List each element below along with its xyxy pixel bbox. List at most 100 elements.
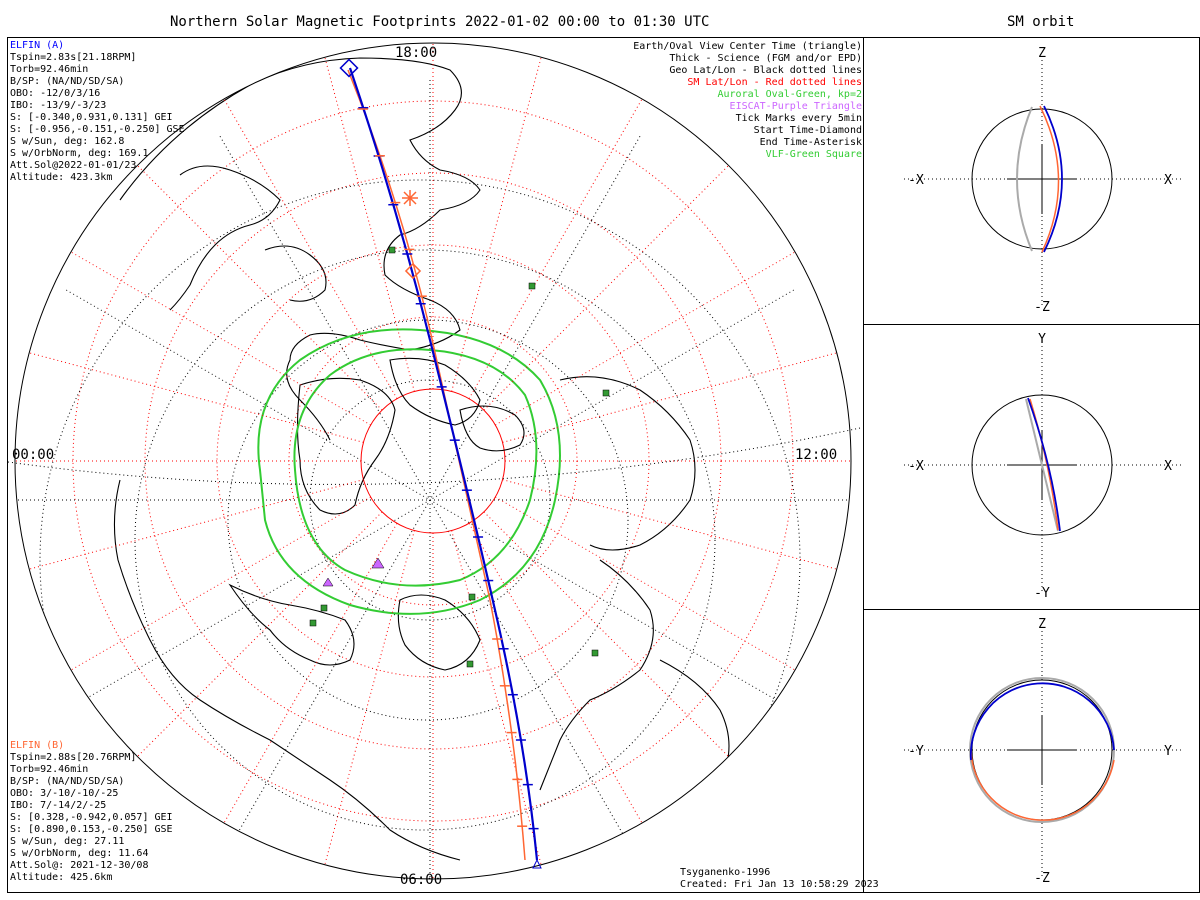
elfin-b-info-line: IBO: 7/-14/2/-25 [10,800,107,811]
eiscat-triangle [371,557,385,569]
orbit-axis-label-top: Z [1038,46,1046,61]
elfin-b-name: ELFIN (B) [10,740,65,751]
elfin-a-name: ELFIN (A) [10,40,65,51]
coastline-asia [119,57,481,441]
eiscat-triangle [322,577,334,587]
orbit-axis-label-bottom: -Y [1034,586,1050,601]
sm-meridian-line [483,165,729,411]
sm-lat-circle [144,172,722,750]
sm-meridian-line [223,98,398,399]
elfin-b-info: ELFIN (B) Tspin=2.88s[20.76RPM] Torb=92.4… [10,740,173,884]
orbit-axis-label-top: Y [1038,332,1046,347]
auroral-oval-outer [257,328,561,615]
geo-meridian [8,427,861,485]
legend-item: End Time-Asterisk [759,137,862,148]
coastline-peninsula [264,245,327,302]
sm-meridians [15,43,851,879]
sm-meridian-line [451,57,542,392]
geo-lat-circle [134,249,716,831]
legend-item: EISCAT-Purple Triangle [729,101,862,112]
model-label: Tsyganenko-1996 [680,867,771,878]
elfin-a-track [348,67,539,861]
elfin-b-info-line: S: [0.890,0.153,-0.250] GSE [10,824,173,835]
vlf-square [320,604,328,612]
sm-meridian-line [324,530,415,865]
elfin-a-lines: Tspin=2.83s[21.18RPM] Torb=92.46min B/SP: … [10,52,185,184]
orbit-elfin-b [1039,105,1060,253]
footprint-map-frame [7,37,864,893]
coastline-siberia [169,165,281,311]
elfin-b-end-asterisk [402,190,418,206]
globe-limb [14,42,852,880]
elfin-a-info-line: Torb=92.46min [10,64,89,75]
vlf-square [528,282,536,290]
orbit-panel-xz: Z -Z -X X [904,46,1184,315]
geo-lat-circle [39,179,801,879]
created-label: Created: Fri Jan 13 10:58:29 2023 [680,879,879,890]
coastline-africa-north [659,659,730,801]
elfin-a-info-line: S w/Sun, deg: 162.8 [10,136,125,147]
sm-meridian-line [70,251,371,426]
elfin-b-info-line: S w/OrbNorm, deg: 11.64 [10,848,149,859]
footprint-map: 18:00 00:00 12:00 06:00 [8,42,861,888]
vlf-square [309,619,317,627]
legend-item: SM Lat/Lon - Red dotted lines [687,77,862,88]
sm-meridian-line [495,251,796,426]
elfin-b-info-line: S w/Sun, deg: 27.11 [10,836,125,847]
mlt-label-12: 12:00 [795,447,837,463]
elfin-b-info-line: B/SP: (NA/ND/SD/SA) [10,776,125,787]
coastline-atlantic [539,559,654,791]
elfin-a-info-line: Att.Sol@2022-01-01/23 [10,160,137,171]
vlf-square [388,246,396,254]
geo-grid [15,80,850,879]
elfin-b-info-line: Att.Sol@: 2021-12-30/08 [10,860,149,871]
orbit-axis-label-right: Y [1164,744,1172,759]
orbit-axis-label-bottom: -Z [1034,300,1050,315]
mlt-label-06: 06:00 [400,872,442,888]
elfin-a-info-line: B/SP: (NA/ND/SD/SA) [10,76,125,87]
orbit-axis-label-bottom: -Z [1034,871,1050,886]
orbit-elfin-b [970,749,1115,821]
elfin-a-info-line: S: [-0.956,-0.151,-0.250] GSE [10,124,185,135]
elfin-b-info-line: Torb=92.46min [10,764,89,775]
coastline-arctic-archipelago [389,357,481,426]
elfin-b-info-line: Tspin=2.88s[20.76RPM] [10,752,137,763]
elfin-a-start-diamond [339,58,359,78]
orbit-elfin-a [1027,397,1061,532]
orbit-axis-label-right: X [1164,173,1172,188]
orbit-ghost-track [1025,398,1059,532]
sm-meridian-line [468,98,643,399]
legend-item: Auroral Oval-Green, kp=2 [717,89,863,100]
orbit-title: SM orbit [1007,14,1075,30]
legend-item: Thick - Science (FGM and/or EPD) [669,53,862,64]
sm-meridian-line [137,511,383,757]
coastline-north-america-west [113,479,461,861]
auroral-oval-inner [293,348,538,587]
sm-meridian-line [324,57,415,392]
orbit-axis-label-top: Z [1038,617,1046,632]
sm-meridian-line [451,530,542,865]
coastline-hudson [228,583,355,666]
coastline-greenland [296,377,396,515]
orbit-elfin-a [969,682,1115,761]
elfin-b-track [347,69,526,861]
orbit-divider [864,324,1200,325]
sm-meridian-line [70,496,371,671]
elfin-a-ticks [358,107,539,830]
legend-item: VLF-Green Square [765,149,862,160]
orbit-elfin-a [1043,105,1063,253]
vlf-square [466,660,474,668]
orbit-axis-label-left: -X [908,459,924,474]
sm-meridian-line [502,352,837,443]
sm-meridian-line [483,511,729,757]
legend-item: Earth/Oval View Center Time (triangle) [633,41,862,52]
elfin-a-center-triangle [532,858,542,869]
elfin-a-info-line: Altitude: 423.3km [10,172,113,183]
mlt-label-00: 00:00 [12,447,54,463]
elfin-b-info-line: S: [0.328,-0.942,0.057] GEI [10,812,173,823]
elfin-b-info-line: Altitude: 425.6km [10,872,113,883]
coastline-island [459,405,525,452]
elfin-a-info-line: IBO: -13/9/-3/23 [10,100,107,111]
vlf-stations [309,246,610,668]
sm-meridian-line [223,523,398,824]
